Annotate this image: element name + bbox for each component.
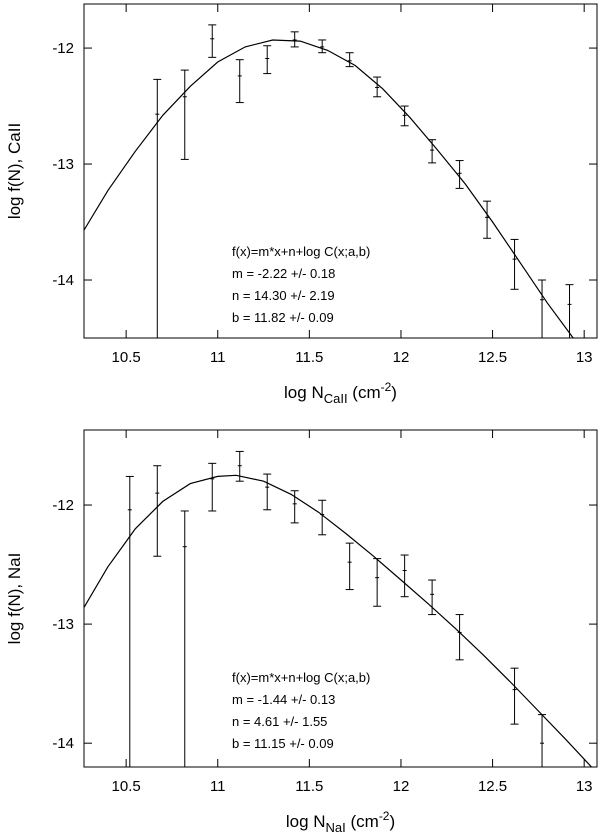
bottom-x-axis-title-part: ) bbox=[389, 812, 395, 831]
bottom-data-point bbox=[345, 542, 354, 591]
bottom-data-point bbox=[455, 614, 464, 661]
top-fit-annotation-line: f(x)=m*x+n+log C(x;a,b) bbox=[232, 244, 370, 259]
bottom-data-point bbox=[400, 554, 409, 598]
bottom-data-point bbox=[318, 499, 327, 536]
top-xtick-label: 13 bbox=[576, 349, 593, 366]
top-ytick-label: -13 bbox=[52, 156, 74, 173]
top-fit-annotation-line: m = -2.22 +/- 0.18 bbox=[232, 266, 335, 281]
bottom-x-axis-title-part: (cm bbox=[346, 812, 379, 831]
bottom-y-axis-title: log f(N), NaI bbox=[5, 553, 24, 645]
top-x-axis-title-part: log N bbox=[284, 383, 324, 402]
top-x-axis-title: log NCaII (cm-2) bbox=[284, 380, 397, 406]
bottom-xtick-label: 13 bbox=[576, 778, 593, 795]
top-xtick-label: 11.5 bbox=[295, 349, 323, 366]
top-ytick-label: -14 bbox=[52, 272, 74, 289]
top-data-point bbox=[455, 160, 464, 189]
bottom-ytick-label: -12 bbox=[52, 497, 74, 514]
bottom-xtick-label: 10.5 bbox=[112, 778, 141, 795]
bottom-data-point bbox=[208, 462, 217, 512]
top-data-point bbox=[180, 69, 189, 160]
bottom-data-point bbox=[538, 714, 547, 767]
bottom-data-point bbox=[125, 475, 134, 767]
bottom-fit-curve bbox=[84, 474, 592, 767]
bottom-chart: 10.5 11 11.5 12 12.5 13 -12 -13 -14 f(x)=m*x+n+lo… bbox=[5, 429, 598, 835]
top-xtick-label: 12.5 bbox=[478, 349, 507, 366]
top-data-point bbox=[373, 76, 382, 98]
bottom-data-point bbox=[180, 510, 189, 767]
top-x-axis-title-part: -2 bbox=[381, 380, 392, 394]
bottom-data-point bbox=[263, 473, 272, 511]
bottom-data-point bbox=[153, 465, 162, 557]
top-data-point bbox=[565, 284, 574, 338]
top-data-point bbox=[263, 45, 272, 75]
top-x-axis-title-part: CaII bbox=[324, 391, 348, 406]
top-data-point bbox=[208, 24, 217, 58]
bottom-xtick-label: 11.5 bbox=[295, 778, 323, 795]
bottom-ytick-label: -14 bbox=[52, 735, 74, 752]
top-data-point bbox=[538, 279, 547, 338]
top-y-axis-title: log f(N), CaII bbox=[5, 123, 24, 219]
top-x-axis-title-part: ) bbox=[391, 383, 397, 402]
top-data-point bbox=[428, 139, 437, 164]
top-xtick-label: 11 bbox=[210, 349, 226, 366]
bottom-x-axis-title-part: -2 bbox=[379, 809, 390, 823]
top-data-point bbox=[153, 78, 162, 338]
top-fit-annotation-line: n = 14.30 +/- 2.19 bbox=[232, 288, 335, 303]
top-xtick-label: 12 bbox=[393, 349, 410, 366]
top-fit-annotation-line: b = 11.82 +/- 0.09 bbox=[232, 310, 334, 325]
bottom-x-axis-title-part: NaI bbox=[326, 820, 346, 835]
top-chart: 10.5 11 11.5 12 12.5 13 -12 -13 -14 f(x)=m*x+n+lo… bbox=[5, 3, 598, 406]
bottom-data-point bbox=[428, 579, 437, 616]
top-ytick-label: -12 bbox=[52, 40, 74, 57]
bottom-fit-annotation-line: f(x)=m*x+n+log C(x;a,b) bbox=[232, 670, 370, 685]
bottom-data-point bbox=[235, 450, 244, 482]
top-xtick-label: 10.5 bbox=[112, 349, 141, 366]
bottom-data-point bbox=[290, 490, 299, 524]
top-data-point bbox=[345, 52, 354, 68]
top-data-point bbox=[510, 238, 519, 290]
top-fit-curve bbox=[84, 39, 574, 338]
top-data-point bbox=[400, 105, 409, 127]
bottom-data-point bbox=[510, 667, 519, 725]
top-data-point bbox=[318, 39, 327, 54]
bottom-xtick-label: 12 bbox=[393, 778, 410, 795]
bottom-fit-annotation-line: n = 4.61 +/- 1.55 bbox=[232, 714, 327, 729]
bottom-ytick-label: -13 bbox=[52, 616, 74, 633]
bottom-xtick-label: 11 bbox=[210, 778, 226, 795]
bottom-xtick-label: 12.5 bbox=[478, 778, 507, 795]
top-data-point bbox=[235, 59, 244, 104]
top-data-point bbox=[290, 31, 299, 48]
bottom-plot-frame bbox=[83, 429, 598, 768]
bottom-x-axis-title: log NNaI (cm-2) bbox=[286, 809, 395, 835]
top-data-point bbox=[483, 200, 492, 239]
bottom-x-axis-title-part: log N bbox=[286, 812, 326, 831]
bottom-fit-annotation-line: m = -1.44 +/- 0.13 bbox=[232, 692, 335, 707]
top-plot-frame bbox=[83, 3, 598, 339]
top-x-axis-title-part: (cm bbox=[348, 383, 381, 402]
bottom-fit-annotation-line: b = 11.15 +/- 0.09 bbox=[232, 736, 334, 751]
bottom-data-point bbox=[373, 558, 382, 607]
